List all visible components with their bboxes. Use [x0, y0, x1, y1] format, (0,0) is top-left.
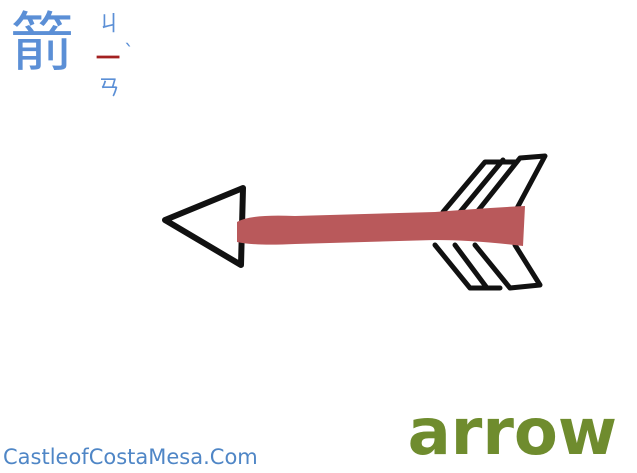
zhuyin-pronunciation: ㄐ 一 ㄢ ˋ	[96, 6, 142, 102]
arrow-shaft	[237, 206, 525, 246]
zhuyin-final: ㄢ	[98, 76, 121, 101]
english-word: arrow	[407, 396, 617, 470]
zhuyin-tone-mark: ˋ	[124, 40, 134, 64]
zhuyin-initial: ㄐ	[98, 12, 121, 37]
zhuyin-medial: 一	[96, 44, 120, 72]
fletching-feathers	[432, 153, 548, 291]
arrow-illustration	[162, 153, 548, 291]
site-credit: CastleofCostaMesa.Com	[3, 445, 258, 469]
chinese-character: 箭	[10, 7, 74, 81]
arrowhead-outline	[162, 185, 246, 268]
